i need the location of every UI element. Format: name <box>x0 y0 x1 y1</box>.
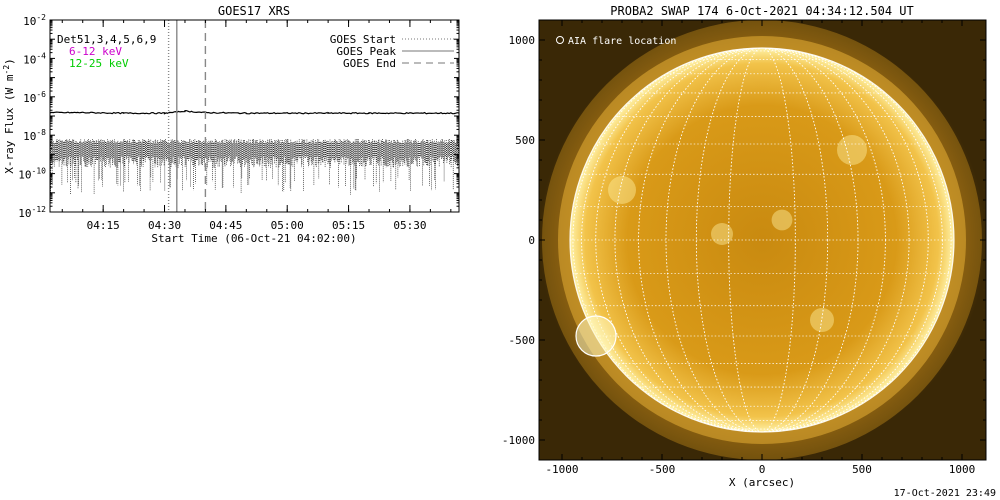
solar-limb <box>569 47 955 433</box>
y-tick-label: 10-6 <box>23 90 46 105</box>
longitude-line <box>695 48 829 432</box>
flare-legend-label: AIA flare location <box>568 36 676 47</box>
longitude-line <box>572 48 952 432</box>
y-tick-label-exponent: -12 <box>32 205 47 214</box>
y-tick-label: 1000 <box>509 34 536 47</box>
goes-y-axis-label: X-ray Flux (W m-2) <box>2 58 16 174</box>
swap-x-axis: -1000 -500 0 500 1000 <box>545 20 975 476</box>
legend-channels: Det51,3,4,5,6,9 <box>57 33 156 46</box>
active-region <box>810 308 834 332</box>
goes-x-axis: 04:15 04:30 04:45 05:00 05:15 05:30 <box>61 20 452 232</box>
x-tick-label: 1000 <box>949 463 976 476</box>
y-tick-label: -1000 <box>502 434 535 447</box>
longitude-line <box>665 48 859 432</box>
longitude-line <box>638 48 886 432</box>
legend-band-low: 6-12 keV <box>69 45 122 58</box>
legend-goes-start-label: GOES Start <box>330 33 396 46</box>
longitude-line <box>581 48 943 432</box>
y-tick-label-exponent: -10 <box>32 167 47 176</box>
y-tick-label-base: 10 <box>18 169 31 182</box>
series-6-12kev <box>49 109 460 115</box>
x-tick-label: 05:30 <box>393 219 426 232</box>
x-tick-label: 04:15 <box>87 219 120 232</box>
goes-plot-area <box>49 20 460 212</box>
solar-disk-group <box>542 20 982 460</box>
x-tick-label: -500 <box>649 463 676 476</box>
y-tick-label-base: 10 <box>23 92 36 105</box>
x-tick-label: 0 <box>759 463 766 476</box>
y-tick-label: 0 <box>528 234 535 247</box>
y-tick-label-exponent: -4 <box>36 51 46 60</box>
longitude-line <box>595 48 929 432</box>
y-tick-label-base: 10 <box>23 130 36 143</box>
y-tick-label-exponent: -6 <box>36 90 46 99</box>
longitude-line <box>728 48 796 432</box>
active-region <box>837 135 867 165</box>
swap-image-chart: PROBA2 SWAP 174 6-Oct-2021 04:34:12.504 … <box>502 4 996 499</box>
legend-goes-end-label: GOES End <box>343 57 396 70</box>
y-tick-label-base: 10 <box>18 207 31 220</box>
goes-x-axis-label: Start Time (06-Oct-21 04:02:00) <box>151 232 356 245</box>
y-tick-label-base: 10 <box>23 15 36 28</box>
aia-flare-marker <box>575 315 617 357</box>
active-region <box>711 223 733 245</box>
goes-y-axis-label-tail: ) <box>3 58 16 65</box>
y-tick-label: -500 <box>509 334 536 347</box>
x-tick-label: -1000 <box>545 463 578 476</box>
legend-goes-peak-label: GOES Peak <box>336 45 396 58</box>
flare-glow <box>576 316 616 356</box>
legend-band-high: 12-25 keV <box>69 57 129 70</box>
flare-legend-marker <box>556 36 564 44</box>
swap-x-axis-label: X (arcsec) <box>729 476 795 489</box>
swap-chart-title: PROBA2 SWAP 174 6-Oct-2021 04:34:12.504 … <box>610 4 913 18</box>
y-tick-label: 10-8 <box>23 128 46 143</box>
y-tick-label-base: 10 <box>23 53 36 66</box>
y-tick-label: 10-2 <box>23 13 46 28</box>
goes-chart-title: GOES17 XRS <box>218 4 290 18</box>
active-region <box>608 176 636 204</box>
x-tick-label: 04:30 <box>148 219 181 232</box>
y-tick-label-exponent: -2 <box>36 13 46 22</box>
y-tick-label: 500 <box>515 134 535 147</box>
swap-y-axis: -1000 -500 0 500 1000 <box>502 34 986 447</box>
goes-y-axis-label-main: X-ray Flux (W m <box>3 74 16 174</box>
y-tick-label: 10-10 <box>18 167 46 182</box>
y-tick-label: 10-4 <box>23 51 46 66</box>
x-tick-label: 05:00 <box>271 219 304 232</box>
x-tick-label: 05:15 <box>332 219 365 232</box>
x-tick-label: 500 <box>852 463 872 476</box>
y-tick-label-exponent: -8 <box>36 128 46 137</box>
goes-y-axis-label-sup: -2 <box>2 65 11 75</box>
active-region <box>771 209 793 231</box>
series-12-25kev <box>49 139 460 195</box>
y-tick-label: 10-12 <box>18 205 46 220</box>
x-tick-label: 04:45 <box>209 219 242 232</box>
footer-timestamp: 17-Oct-2021 23:49 <box>894 488 996 499</box>
